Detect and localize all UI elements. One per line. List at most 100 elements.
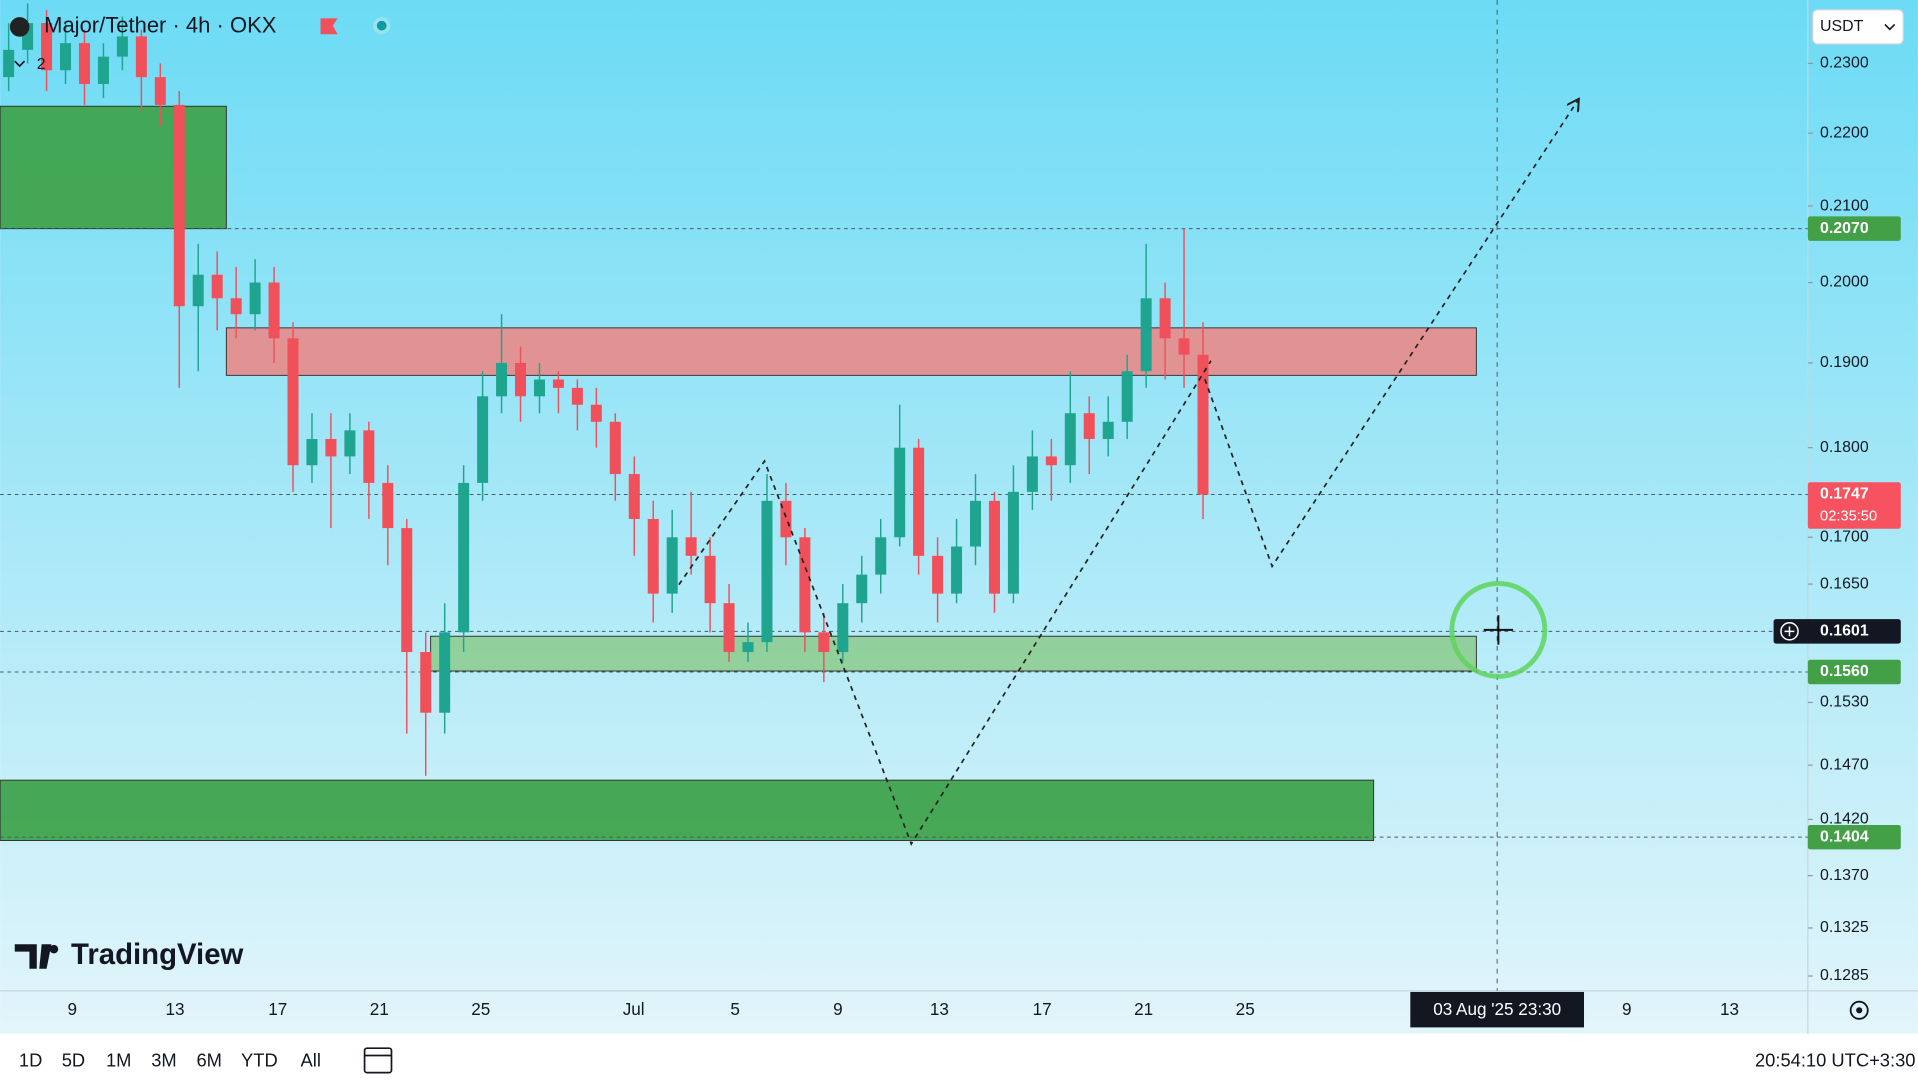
price-badge <box>1807 659 1901 685</box>
symbol-icon <box>9 17 30 37</box>
y-tick-label: 0.1530 <box>1820 694 1869 711</box>
projection-path <box>678 360 1212 846</box>
candle-body <box>477 396 489 483</box>
symbol-title[interactable]: Major/Tether · 4h · OKX <box>44 13 277 38</box>
price-badge-label: 0.2070 <box>1820 220 1869 237</box>
candle-body <box>515 362 527 397</box>
logo-icon <box>14 944 52 969</box>
status-dot <box>376 20 387 31</box>
candle-body <box>78 43 90 85</box>
countdown-label: 02:35:50 <box>1820 508 1877 524</box>
candle-body <box>22 23 34 50</box>
chart-background <box>0 0 1918 1034</box>
candle-body <box>761 500 773 643</box>
candle-body <box>211 274 223 299</box>
candle-body <box>1140 298 1152 372</box>
range-button[interactable]: 6M <box>197 1049 222 1070</box>
range-button[interactable]: YTD <box>241 1049 278 1070</box>
y-tick-label: 0.1470 <box>1820 756 1869 773</box>
candle-body <box>609 421 621 475</box>
candle-body <box>230 298 242 315</box>
candle-body <box>552 379 564 388</box>
y-tick-label: 0.1650 <box>1820 575 1869 592</box>
x-tick-label: 13 <box>165 1000 184 1019</box>
candle-body <box>41 23 53 71</box>
candle-body <box>913 447 925 556</box>
candle-body <box>1083 413 1095 440</box>
candle-body <box>458 482 470 633</box>
x-tick-label: 9 <box>833 1000 843 1019</box>
range-button[interactable]: 1M <box>106 1049 131 1070</box>
candle-body <box>325 439 337 457</box>
y-tick-label: 0.1420 <box>1820 811 1869 828</box>
zone <box>0 779 1375 842</box>
candle-body <box>306 439 318 466</box>
x-tick-label: 9 <box>1622 1000 1632 1019</box>
price-badge-label: 0.1560 <box>1820 663 1869 680</box>
candle-body <box>628 474 640 519</box>
range-button[interactable]: All <box>301 1049 321 1070</box>
candle-body <box>932 555 944 594</box>
candle-body <box>1121 371 1133 422</box>
add-alert-icon[interactable] <box>1784 626 1795 637</box>
zone <box>430 635 1477 672</box>
flag-icon[interactable] <box>320 18 338 35</box>
price-badge <box>1773 619 1901 644</box>
candle-body <box>268 282 280 339</box>
candle-body <box>192 274 204 307</box>
candle-body <box>590 404 602 422</box>
candle-body <box>344 430 356 457</box>
indicator-count[interactable]: 2 <box>37 56 46 73</box>
candle-body <box>533 379 545 397</box>
zone <box>0 105 227 230</box>
candle-body <box>951 546 963 594</box>
toolbar-background <box>0 1033 1918 1080</box>
price-badge-label: 0.1601 <box>1820 623 1869 640</box>
projection-path <box>1204 100 1578 569</box>
dropdown-arrow[interactable] <box>1884 23 1896 31</box>
candle-body <box>1026 456 1038 492</box>
range-button[interactable]: 3M <box>151 1049 176 1070</box>
candle-body <box>875 537 887 575</box>
candle-body <box>571 387 583 405</box>
candle-body <box>135 36 147 78</box>
cursor-cross <box>1483 615 1514 645</box>
candle-body <box>704 555 716 604</box>
candle-body <box>742 642 754 653</box>
currency-label[interactable]: USDT <box>1820 18 1864 35</box>
y-tick-label: 0.1700 <box>1820 528 1869 545</box>
currency-dropdown[interactable] <box>1812 9 1904 45</box>
y-tick-label: 0.2000 <box>1820 274 1869 291</box>
x-tick-label: 13 <box>930 1000 949 1019</box>
y-tick-label: 0.2300 <box>1820 55 1869 72</box>
candle-body <box>856 574 868 604</box>
collapse-icon[interactable] <box>14 60 26 68</box>
add-alert-icon[interactable] <box>1780 622 1799 641</box>
price-badge <box>1807 824 1901 850</box>
x-tick-label: 21 <box>370 1000 389 1019</box>
range-button[interactable]: 1D <box>19 1049 42 1070</box>
x-tick-label: 17 <box>1033 1000 1052 1019</box>
candle-body <box>970 500 982 547</box>
candle-body <box>1197 354 1209 495</box>
candle-body <box>1178 338 1190 355</box>
candle-body <box>780 500 792 538</box>
candle-body <box>723 603 735 653</box>
clock[interactable]: 20:54:10 UTC+3:30 <box>1755 1049 1915 1070</box>
logo-text: TradingView <box>71 938 243 971</box>
settings-icon[interactable] <box>1849 1000 1869 1020</box>
candle-body <box>401 528 413 653</box>
settings-icon[interactable] <box>1856 1007 1863 1014</box>
candle-body <box>799 537 811 633</box>
candle-body <box>837 603 849 653</box>
x-tick-label: 21 <box>1134 1000 1153 1019</box>
x-tick-label: 25 <box>1236 1000 1255 1019</box>
candle-body <box>1102 421 1114 440</box>
price-badge-label: 0.1404 <box>1820 828 1869 845</box>
logo-icon <box>49 944 59 954</box>
x-tick-label: 5 <box>730 1000 740 1019</box>
date-range-icon[interactable] <box>363 1047 393 1074</box>
range-button[interactable]: 5D <box>62 1049 85 1070</box>
price-badge <box>1807 216 1901 241</box>
